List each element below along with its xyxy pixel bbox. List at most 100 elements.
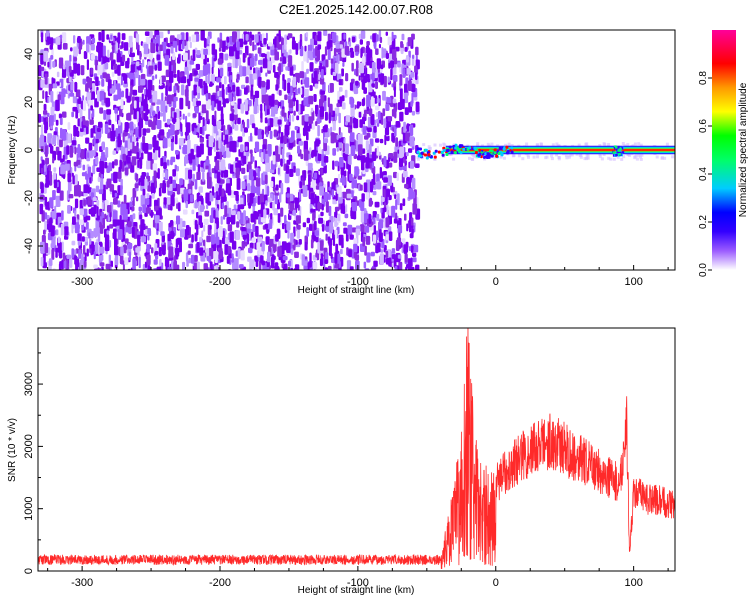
- noise-cell: [59, 261, 63, 267]
- noise-cell: [191, 34, 197, 43]
- signal-cell: [420, 151, 424, 155]
- noise-cell: [274, 36, 277, 48]
- noise-cell: [96, 199, 100, 207]
- signal-cell: [620, 147, 624, 150]
- noise-cell: [180, 229, 185, 238]
- noise-cell: [55, 195, 61, 207]
- noise-cell: [415, 101, 420, 112]
- noise-cell: [91, 207, 96, 217]
- noise-cell: [117, 64, 121, 76]
- noise-cell: [391, 31, 394, 42]
- noise-cell: [98, 189, 104, 195]
- noise-cell: [218, 137, 221, 149]
- noise-cell: [403, 92, 409, 104]
- noise-cell: [288, 260, 292, 267]
- noise-cell: [95, 59, 99, 71]
- noise-cell: [190, 180, 194, 186]
- noise-cell: [250, 114, 255, 126]
- signal-halo-cell: [612, 157, 616, 161]
- signal-halo-cell: [433, 143, 437, 147]
- noise-cell: [293, 110, 296, 116]
- noise-cell: [56, 71, 60, 78]
- noise-cell: [40, 247, 46, 254]
- noise-cell: [223, 150, 227, 159]
- noise-cell: [373, 260, 378, 267]
- noise-cell: [368, 108, 373, 116]
- noise-cell: [104, 241, 110, 252]
- noise-cell: [392, 34, 397, 40]
- noise-cell: [341, 95, 345, 102]
- noise-cell: [148, 65, 154, 75]
- noise-cell: [409, 124, 414, 136]
- noise-cell: [62, 154, 65, 162]
- noise-cell: [321, 54, 326, 62]
- noise-cell: [188, 36, 191, 42]
- noise-cell: [153, 259, 158, 265]
- noise-cell: [304, 77, 310, 88]
- noise-cell: [324, 259, 329, 264]
- noise-cell: [205, 75, 208, 84]
- noise-cell: [219, 39, 223, 48]
- noise-cell: [223, 76, 227, 85]
- noise-cell: [163, 138, 168, 149]
- noise-cell: [304, 88, 309, 97]
- noise-cell: [195, 63, 200, 70]
- noise-cell: [73, 63, 78, 74]
- noise-cell: [126, 156, 131, 164]
- noise-cell: [395, 137, 398, 148]
- noise-cell: [149, 31, 153, 39]
- noise-cell: [344, 153, 348, 162]
- noise-cell: [315, 46, 318, 57]
- signal-cell: [505, 145, 509, 149]
- noise-cell: [189, 60, 195, 65]
- noise-cell: [188, 243, 194, 249]
- noise-cell: [360, 225, 365, 234]
- noise-cell: [320, 95, 325, 103]
- noise-cell: [396, 172, 399, 181]
- noise-cell: [317, 202, 322, 210]
- noise-cell: [412, 203, 417, 215]
- noise-cell: [404, 83, 408, 95]
- noise-cell: [365, 235, 371, 245]
- signal-cell: [615, 153, 618, 157]
- noise-cell: [399, 74, 403, 86]
- signal-cell: [488, 153, 492, 157]
- signal-halo-cell: [527, 155, 530, 159]
- noise-cell: [290, 248, 294, 255]
- noise-cell: [378, 219, 384, 229]
- noise-cell: [219, 179, 225, 184]
- noise-cell: [355, 68, 359, 77]
- noise-cell: [292, 36, 295, 43]
- signal-cell: [487, 155, 491, 159]
- snr-frame: [37, 327, 676, 572]
- noise-cell: [409, 136, 415, 147]
- noise-cell: [267, 118, 270, 126]
- noise-cell: [157, 168, 160, 179]
- noise-cell: [253, 211, 257, 219]
- noise-cell: [104, 161, 108, 169]
- snr-plot-area: [38, 328, 675, 571]
- noise-cell: [304, 114, 310, 122]
- noise-cell: [131, 156, 137, 166]
- noise-cell: [99, 161, 104, 171]
- noise-cell: [401, 33, 405, 41]
- snr-x-label: Height of straight line (km): [298, 585, 415, 596]
- noise-cell: [391, 254, 396, 259]
- noise-cell: [343, 33, 346, 40]
- noise-cell: [178, 241, 182, 253]
- noise-cell: [67, 180, 72, 192]
- noise-cell: [327, 265, 332, 270]
- noise-cell: [294, 264, 300, 270]
- noise-cell: [261, 241, 265, 252]
- noise-cell: [277, 119, 282, 125]
- signal-halo-cell: [471, 158, 475, 161]
- noise-cell: [141, 110, 144, 120]
- noise-cell: [136, 196, 139, 202]
- noise-cell: [157, 61, 162, 71]
- noise-cell: [321, 204, 324, 211]
- noise-cell: [328, 112, 331, 124]
- noise-cell: [315, 185, 320, 190]
- noise-cell: [366, 45, 370, 56]
- noise-cell: [247, 256, 252, 262]
- noise-cell: [151, 247, 154, 254]
